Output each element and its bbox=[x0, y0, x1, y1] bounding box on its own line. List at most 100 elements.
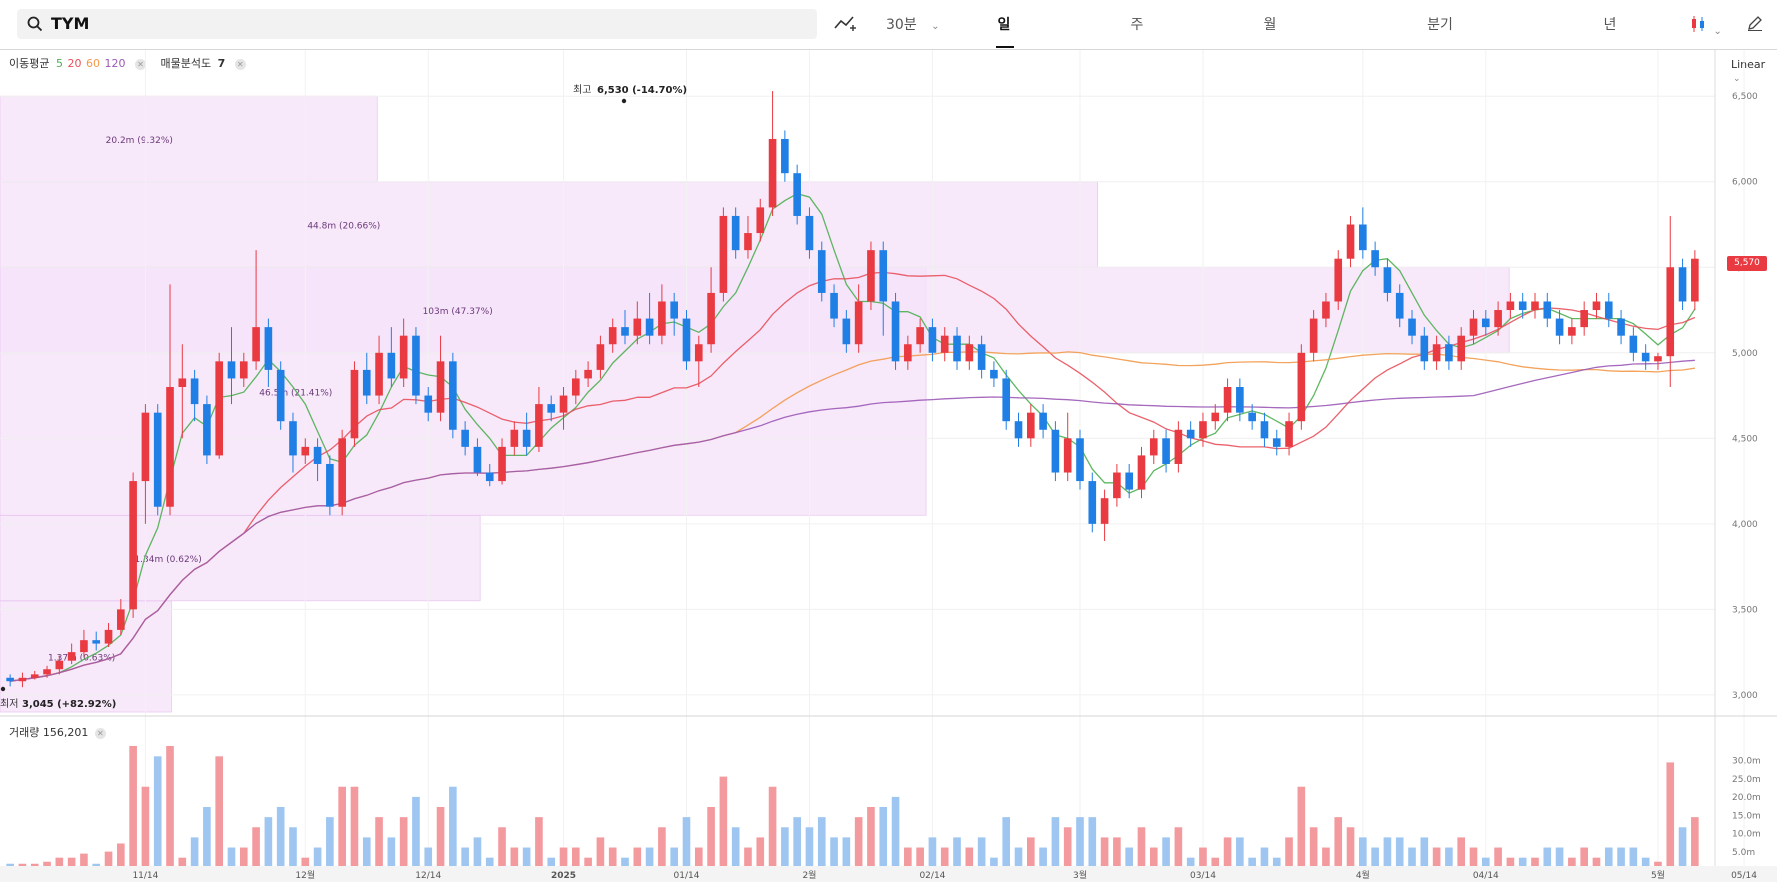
candle-body bbox=[449, 361, 457, 430]
search-icon bbox=[27, 16, 43, 32]
high-point bbox=[621, 98, 627, 104]
search-box[interactable]: TYM bbox=[17, 9, 817, 39]
volume-bar bbox=[473, 837, 482, 870]
candle-body bbox=[1236, 387, 1244, 413]
volume-bar bbox=[1518, 857, 1527, 870]
candle-body bbox=[1125, 472, 1133, 490]
tab-period-year[interactable]: 년 bbox=[1603, 17, 1617, 33]
volume-profile-label: 46.5m (21.41%) bbox=[259, 388, 332, 398]
time-tick-label: 2월 bbox=[802, 869, 816, 881]
ma-60-label: 60 bbox=[85, 57, 100, 70]
close-icon[interactable]: ✕ bbox=[94, 727, 106, 739]
volume-bar bbox=[1494, 847, 1502, 870]
candle-body bbox=[522, 429, 531, 447]
tab-period-quarter[interactable]: 분기 bbox=[1427, 17, 1453, 33]
volume-bar bbox=[1272, 857, 1281, 870]
volume-bar bbox=[362, 837, 371, 870]
candle-body bbox=[485, 472, 494, 482]
time-tick-label: 12월 bbox=[295, 869, 315, 881]
volume-bar bbox=[559, 847, 568, 870]
volume-bar bbox=[387, 837, 396, 870]
price-tick-label: 6,500 bbox=[1732, 92, 1758, 102]
scale-dropdown[interactable]: Linear ⌄ bbox=[1731, 58, 1777, 84]
close-icon[interactable]: ✕ bbox=[234, 58, 246, 70]
volume-bar bbox=[1223, 837, 1232, 870]
candle-body bbox=[1617, 318, 1625, 336]
candle-body bbox=[1199, 421, 1207, 439]
candle-body bbox=[92, 640, 101, 644]
candle-body bbox=[682, 318, 691, 362]
candle-body bbox=[1457, 335, 1466, 362]
drawing-tool-icon[interactable] bbox=[833, 13, 857, 37]
candle-body bbox=[1641, 352, 1650, 362]
volume-bar bbox=[891, 796, 900, 870]
candle-body bbox=[1432, 344, 1441, 362]
volume-bar bbox=[1162, 837, 1170, 870]
time-tick-label: 04/14 bbox=[1473, 871, 1499, 881]
volume-profile-bar bbox=[0, 266, 1510, 354]
candle-body bbox=[166, 387, 174, 507]
pencil-icon[interactable] bbox=[1746, 14, 1764, 36]
volume-bar bbox=[436, 807, 445, 870]
tab-period-week[interactable]: 주 bbox=[1130, 17, 1144, 33]
volume-bar bbox=[1322, 847, 1330, 870]
volume-bar bbox=[1346, 827, 1355, 870]
volume-bar bbox=[289, 827, 297, 870]
candle-body bbox=[190, 378, 199, 405]
vp-legend-label: 매물분석도 bbox=[160, 57, 212, 70]
toolbar: TYM 30분 ⌄ 일 주 월 분기 년 ⌄ bbox=[0, 0, 1777, 50]
candle-body bbox=[1395, 292, 1404, 319]
low-point bbox=[0, 686, 6, 692]
interval-dropdown[interactable]: 30분 ⌄ bbox=[886, 14, 940, 34]
chevron-down-icon: ⌄ bbox=[931, 21, 940, 32]
chevron-down-icon: ⌄ bbox=[1733, 74, 1741, 84]
volume-bar bbox=[867, 807, 875, 870]
volume-bar bbox=[1236, 837, 1244, 870]
volume-bar bbox=[1051, 817, 1060, 870]
candle-body bbox=[6, 677, 14, 682]
volume-bar bbox=[239, 847, 248, 870]
candle-body bbox=[1137, 455, 1146, 490]
candle-body bbox=[1518, 301, 1527, 311]
candle-body bbox=[215, 361, 224, 456]
volume-bar bbox=[301, 857, 310, 870]
volume-bar bbox=[928, 837, 937, 870]
volume-bar bbox=[707, 807, 715, 870]
search-input[interactable]: TYM bbox=[51, 14, 90, 33]
candle-body bbox=[756, 207, 765, 234]
candle-body bbox=[731, 215, 740, 251]
volume-bar bbox=[1432, 847, 1441, 870]
volume-legend: 거래량 156,201 ✕ bbox=[9, 724, 106, 740]
tab-period-month[interactable]: 월 bbox=[1263, 17, 1277, 33]
volume-bar bbox=[756, 837, 765, 870]
close-icon[interactable]: ✕ bbox=[134, 58, 146, 70]
volume-bar bbox=[1186, 857, 1195, 870]
volume-bar bbox=[781, 827, 789, 870]
chart-type-dropdown[interactable]: ⌄ bbox=[1689, 14, 1722, 38]
candle-body bbox=[1260, 421, 1269, 439]
high-annotation-value: 6,530 (-14.70%) bbox=[597, 85, 687, 96]
candle-body bbox=[153, 412, 162, 507]
candle-body bbox=[547, 404, 556, 413]
candle-body bbox=[744, 233, 752, 251]
candle-body bbox=[129, 481, 137, 610]
candle-body bbox=[805, 215, 814, 251]
volume-bar bbox=[1039, 847, 1047, 870]
candle-body bbox=[990, 369, 998, 379]
volume-profile-label: 1.34m (0.62%) bbox=[134, 555, 201, 565]
candle-body bbox=[461, 429, 469, 447]
volume-bar bbox=[485, 857, 494, 870]
candle-body bbox=[399, 335, 408, 379]
candle-body bbox=[1654, 356, 1662, 362]
volume-bar bbox=[190, 837, 199, 870]
volume-profile-bar bbox=[0, 181, 1098, 268]
candle-body bbox=[940, 335, 949, 353]
candle-body bbox=[904, 344, 912, 362]
volume-bar bbox=[522, 847, 531, 870]
candle-body bbox=[1014, 421, 1023, 439]
volume-bar bbox=[1063, 827, 1072, 870]
tab-period-day[interactable]: 일 bbox=[974, 14, 1034, 48]
volume-bar bbox=[80, 853, 88, 870]
